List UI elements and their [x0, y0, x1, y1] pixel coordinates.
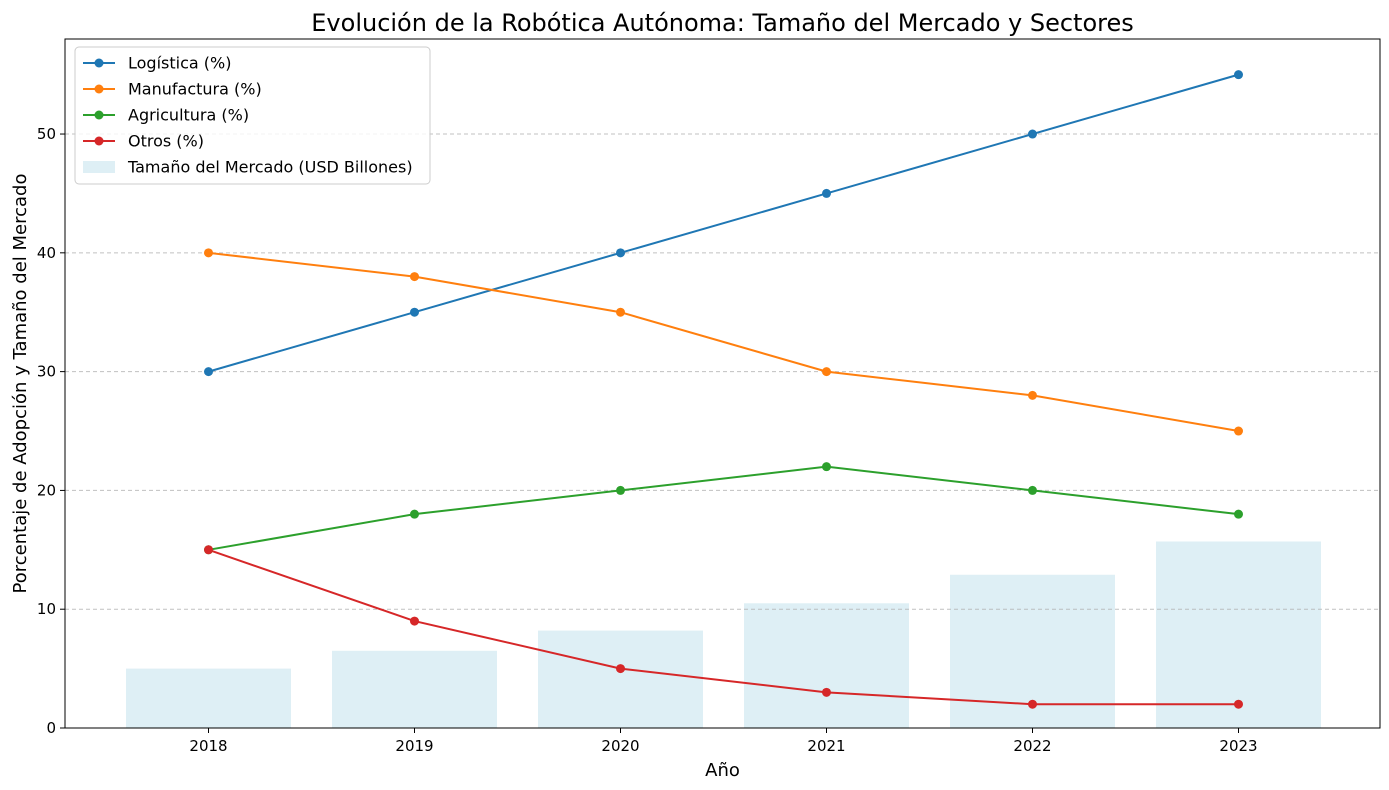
- x-axis-label: Año: [705, 760, 740, 781]
- legend-marker-0: [94, 58, 104, 68]
- legend-marker-1: [94, 84, 104, 94]
- market-size-bar-2019: [332, 650, 497, 728]
- series-2-point-2021: [822, 462, 831, 472]
- series-line-2: [208, 465, 1239, 551]
- y-tick-label-20: 20: [37, 481, 56, 499]
- series-line-3: [208, 548, 1239, 706]
- series-3-point-2020: [616, 664, 625, 674]
- x-tick-label-2021: 2021: [807, 737, 845, 755]
- legend-label-0: Logística (%): [128, 54, 231, 73]
- series-0-point-2021: [822, 188, 831, 198]
- series-1-point-2020: [616, 307, 625, 317]
- series-2-point-2023: [1234, 509, 1243, 519]
- series-lines: [208, 73, 1239, 706]
- gridlines: [65, 133, 1380, 610]
- x-tick-label-2019: 2019: [395, 737, 433, 755]
- y-tick-label-10: 10: [37, 600, 56, 618]
- y-tick-label-50: 50: [37, 125, 56, 143]
- market-size-bar-2021: [744, 603, 909, 728]
- series-2-point-2022: [1028, 485, 1037, 495]
- series-0-point-2018: [204, 367, 213, 377]
- y-axis-ticks: 0 10 20 30 40 50: [37, 125, 65, 737]
- series-3-point-2023: [1234, 699, 1243, 709]
- x-tick-label-2023: 2023: [1219, 737, 1257, 755]
- chart-title: Evolución de la Robótica Autónoma: Tamañ…: [311, 9, 1133, 37]
- market-size-bar-2018: [126, 668, 291, 728]
- series-2-point-2019: [410, 509, 419, 519]
- legend-label-bars: Tamaño del Mercado (USD Billones): [127, 158, 413, 177]
- legend-bar-swatch: [83, 161, 115, 173]
- series-1-point-2019: [410, 272, 419, 282]
- legend-marker-3: [94, 136, 104, 146]
- series-0-point-2019: [410, 307, 419, 317]
- series-line-1: [208, 251, 1239, 433]
- series-1-point-2018: [204, 248, 213, 258]
- x-tick-label-2022: 2022: [1013, 737, 1051, 755]
- series-2-point-2020: [616, 485, 625, 495]
- series-0-point-2023: [1234, 70, 1243, 80]
- series-3-point-2019: [410, 616, 419, 626]
- series-3-point-2018: [204, 545, 213, 555]
- legend: Logística (%) Manufactura (%) Agricultura …: [74, 46, 431, 185]
- legend-label-3: Otros (%): [128, 132, 204, 151]
- y-axis-label: Porcentaje de Adopción y Tamaño del Merc…: [10, 174, 31, 594]
- series-points: [204, 70, 1243, 709]
- series-1-point-2023: [1234, 426, 1243, 436]
- y-tick-label-30: 30: [37, 363, 56, 381]
- x-axis-ticks: 2018 2019 2020 2021 2022 2023: [189, 728, 1258, 755]
- series-line-0: [208, 73, 1239, 373]
- market-size-bars: [126, 541, 1321, 728]
- market-size-bar-2020: [538, 630, 703, 728]
- series-1-point-2022: [1028, 390, 1037, 400]
- legend-marker-2: [94, 110, 104, 120]
- series-3-point-2022: [1028, 699, 1037, 709]
- y-tick-label-0: 0: [46, 719, 56, 737]
- market-size-bar-2023: [1156, 541, 1321, 728]
- y-tick-label-40: 40: [37, 244, 56, 262]
- series-1-point-2021: [822, 367, 831, 377]
- legend-label-2: Agricultura (%): [128, 106, 249, 125]
- x-tick-label-2018: 2018: [189, 737, 227, 755]
- series-0-point-2022: [1028, 129, 1037, 139]
- x-tick-label-2020: 2020: [601, 737, 639, 755]
- series-0-point-2020: [616, 248, 625, 258]
- legend-box: [74, 46, 431, 185]
- plot-frame: [64, 38, 1381, 729]
- series-3-point-2021: [822, 687, 831, 697]
- legend-label-1: Manufactura (%): [128, 80, 262, 99]
